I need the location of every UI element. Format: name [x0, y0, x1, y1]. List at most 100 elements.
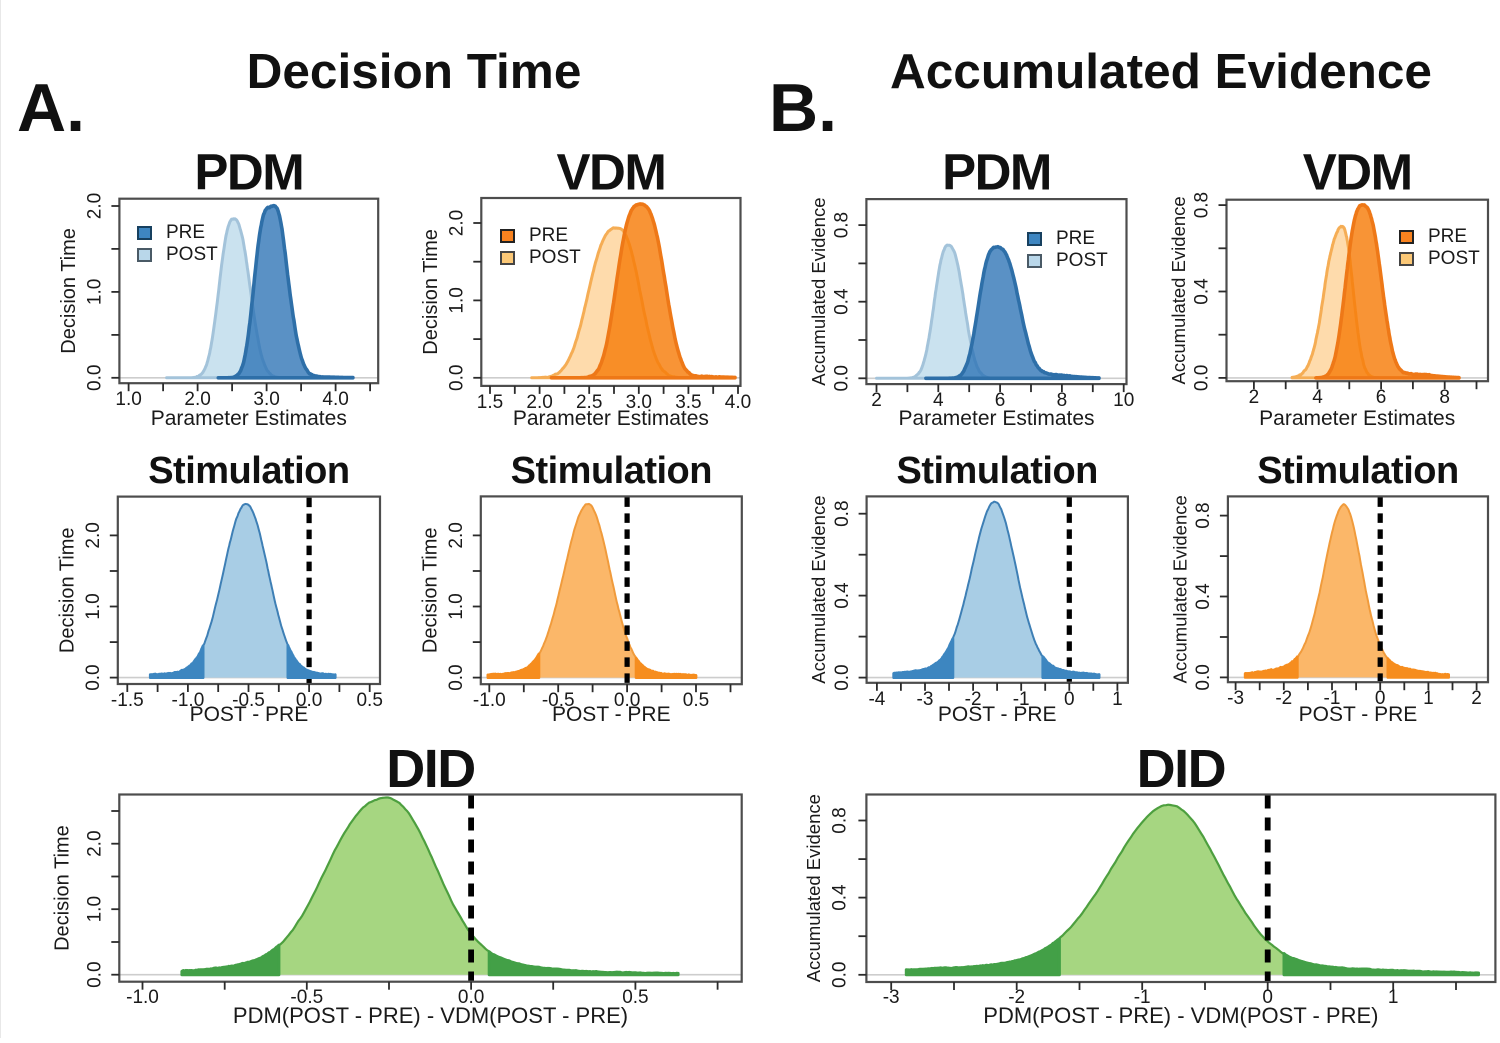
svg-text:-3: -3	[917, 689, 934, 710]
svg-text:PDM(POST - PRE) - VDM(POST - P: PDM(POST - PRE) - VDM(POST - PRE)	[233, 1003, 628, 1028]
svg-text:2.0: 2.0	[446, 210, 467, 236]
svg-text:0.8: 0.8	[832, 212, 853, 238]
svg-text:-1: -1	[1324, 688, 1341, 709]
svg-text:4: 4	[1312, 387, 1323, 408]
svg-text:-3: -3	[1227, 688, 1244, 709]
svg-text:-0.5: -0.5	[542, 690, 575, 711]
svg-text:-3: -3	[883, 987, 900, 1008]
svg-text:-0.5: -0.5	[290, 987, 323, 1008]
svg-text:-2: -2	[1275, 688, 1292, 709]
svg-text:2: 2	[871, 390, 882, 411]
svg-text:-2: -2	[1008, 987, 1025, 1008]
svg-text:DID: DID	[1137, 739, 1226, 799]
svg-text:0.0: 0.0	[832, 664, 853, 690]
svg-text:POST - PRE: POST - PRE	[552, 703, 671, 726]
svg-text:VDM: VDM	[556, 144, 665, 201]
svg-text:0.0: 0.0	[85, 365, 106, 391]
svg-text:-4: -4	[868, 689, 885, 710]
svg-text:Accumulated Evidence: Accumulated Evidence	[803, 794, 824, 982]
svg-text:2.0: 2.0	[84, 830, 105, 856]
svg-text:2.5: 2.5	[576, 392, 602, 413]
svg-text:1.0: 1.0	[446, 593, 467, 619]
svg-text:A.: A.	[17, 70, 85, 146]
svg-text:DID: DID	[386, 739, 475, 799]
svg-text:0.4: 0.4	[832, 582, 853, 609]
svg-text:Parameter Estimates: Parameter Estimates	[898, 407, 1094, 430]
svg-text:1: 1	[1112, 689, 1123, 710]
svg-text:Accumulated Evidence: Accumulated Evidence	[808, 197, 829, 385]
svg-text:POST: POST	[166, 244, 218, 265]
svg-text:6: 6	[995, 390, 1006, 411]
svg-text:-1.5: -1.5	[111, 690, 144, 711]
svg-text:1.0: 1.0	[83, 593, 104, 619]
svg-text:0.0: 0.0	[83, 664, 104, 690]
svg-text:Accumulated Evidence: Accumulated Evidence	[890, 44, 1432, 99]
svg-text:-1.0: -1.0	[172, 690, 205, 711]
svg-text:Accumulated Evidence: Accumulated Evidence	[1168, 196, 1189, 384]
svg-text:1.5: 1.5	[477, 392, 503, 413]
svg-text:POST - PRE: POST - PRE	[1299, 703, 1418, 726]
svg-text:1.0: 1.0	[446, 287, 467, 313]
svg-text:PDM(POST - PRE) - VDM(POST - P: PDM(POST - PRE) - VDM(POST - PRE)	[983, 1003, 1378, 1028]
svg-text:0.4: 0.4	[1193, 583, 1214, 610]
svg-text:0.8: 0.8	[829, 807, 850, 833]
svg-text:Decision Time: Decision Time	[420, 229, 442, 355]
svg-text:Decision Time: Decision Time	[247, 44, 582, 99]
svg-text:POST: POST	[1056, 250, 1108, 271]
svg-text:3.0: 3.0	[626, 392, 652, 413]
svg-text:-2: -2	[965, 689, 982, 710]
svg-text:Decision Time: Decision Time	[419, 527, 441, 653]
svg-text:0.8: 0.8	[832, 500, 853, 526]
svg-text:0.4: 0.4	[829, 884, 850, 911]
svg-text:2: 2	[1471, 688, 1482, 709]
svg-text:0.4: 0.4	[832, 288, 853, 315]
svg-text:0: 0	[1375, 688, 1386, 709]
svg-text:2: 2	[1249, 387, 1260, 408]
svg-text:0.0: 0.0	[446, 664, 467, 690]
svg-text:2.0: 2.0	[446, 522, 467, 548]
svg-text:6: 6	[1376, 387, 1387, 408]
svg-text:0.0: 0.0	[446, 365, 467, 391]
svg-text:-1.0: -1.0	[473, 690, 506, 711]
svg-text:Stimulation: Stimulation	[148, 450, 349, 492]
svg-text:Parameter Estimates: Parameter Estimates	[513, 407, 709, 430]
svg-text:0.0: 0.0	[1193, 664, 1214, 690]
svg-text:0.8: 0.8	[1192, 192, 1213, 218]
svg-text:0: 0	[1064, 689, 1075, 710]
svg-text:POST - PRE: POST - PRE	[938, 703, 1057, 726]
svg-text:VDM: VDM	[1303, 144, 1412, 201]
svg-text:Stimulation: Stimulation	[897, 450, 1098, 492]
svg-text:POST - PRE: POST - PRE	[190, 703, 309, 726]
svg-text:1.0: 1.0	[115, 389, 141, 410]
svg-text:POST: POST	[1428, 248, 1480, 269]
svg-text:Decision Time: Decision Time	[58, 228, 80, 354]
svg-text:B.: B.	[769, 70, 837, 146]
svg-text:4: 4	[933, 390, 944, 411]
svg-text:0.5: 0.5	[356, 690, 382, 711]
svg-text:-1.0: -1.0	[126, 987, 159, 1008]
svg-text:3.5: 3.5	[675, 392, 701, 413]
svg-text:PRE: PRE	[529, 225, 568, 246]
svg-text:8: 8	[1057, 390, 1068, 411]
svg-text:0.0: 0.0	[832, 365, 853, 391]
svg-text:PRE: PRE	[166, 222, 205, 243]
svg-text:0.0: 0.0	[458, 987, 484, 1008]
svg-text:Accumulated Evidence: Accumulated Evidence	[1170, 495, 1191, 683]
svg-text:3.0: 3.0	[253, 389, 279, 410]
svg-text:2.0: 2.0	[526, 392, 552, 413]
svg-text:0.5: 0.5	[683, 690, 709, 711]
svg-text:Stimulation: Stimulation	[1257, 450, 1458, 492]
svg-text:Decision Time: Decision Time	[51, 825, 73, 951]
svg-text:10: 10	[1113, 390, 1134, 411]
svg-text:0.0: 0.0	[84, 961, 105, 987]
svg-text:8: 8	[1439, 387, 1450, 408]
svg-text:0.8: 0.8	[1193, 502, 1214, 528]
svg-text:Accumulated Evidence: Accumulated Evidence	[808, 495, 829, 683]
svg-text:PRE: PRE	[1428, 226, 1467, 247]
svg-text:0.0: 0.0	[1192, 365, 1213, 391]
svg-text:-0.5: -0.5	[232, 690, 265, 711]
svg-text:PRE: PRE	[1056, 228, 1095, 249]
svg-text:2.0: 2.0	[85, 193, 106, 219]
svg-text:1.0: 1.0	[85, 279, 106, 305]
svg-text:4.0: 4.0	[322, 389, 348, 410]
